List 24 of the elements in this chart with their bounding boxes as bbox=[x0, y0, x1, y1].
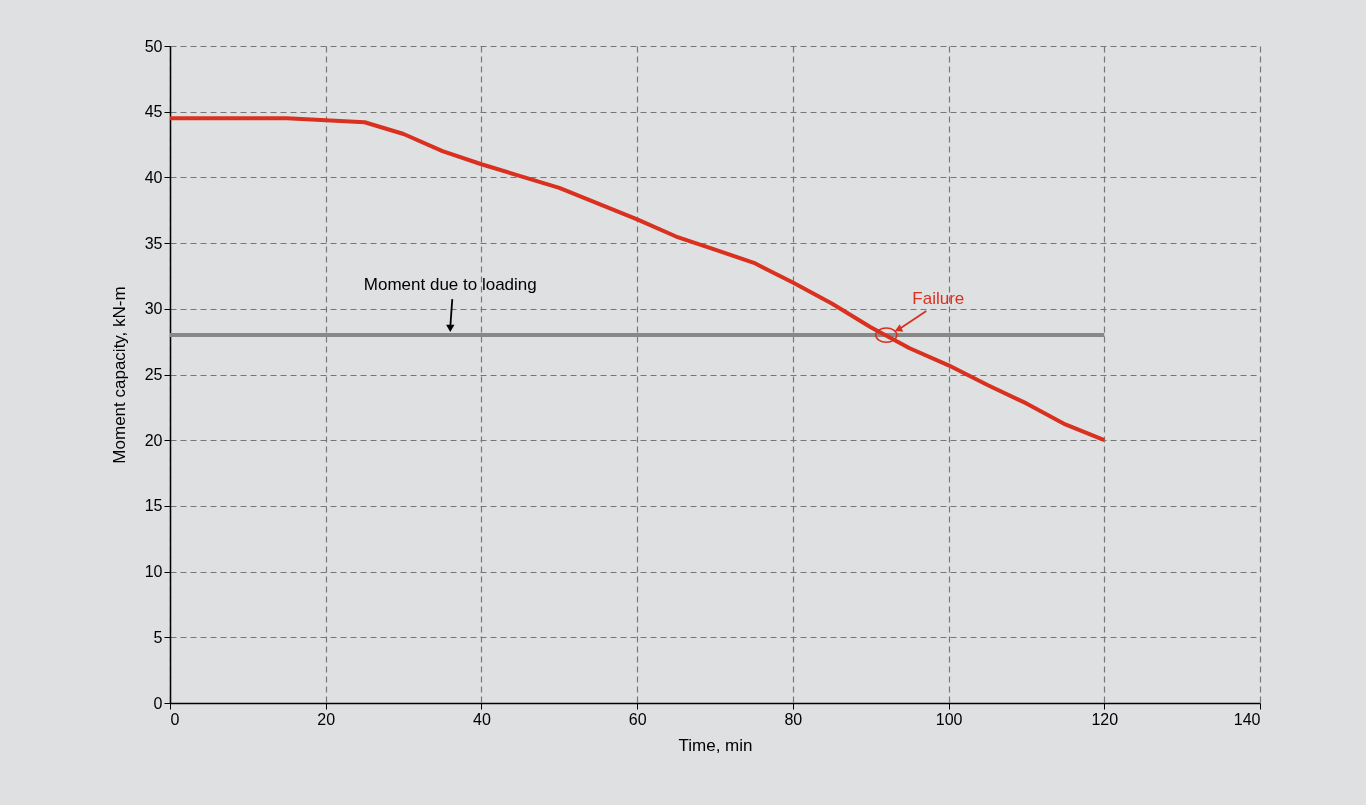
y-tick-label: 10 bbox=[144, 563, 163, 581]
x-tick-label: 100 bbox=[935, 710, 963, 728]
x-axis-title: Time, min bbox=[678, 735, 753, 755]
y-axis-title: Moment capacity, kN-m bbox=[109, 286, 129, 464]
y-tick-label: 20 bbox=[144, 431, 163, 449]
y-tick-label: 40 bbox=[144, 168, 163, 186]
x-tick-label: 120 bbox=[1091, 710, 1119, 728]
y-tick-label: 35 bbox=[144, 234, 163, 252]
x-tick-label: 40 bbox=[473, 710, 491, 728]
line-series bbox=[170, 116, 1107, 443]
y-tick-label: 45 bbox=[144, 103, 163, 121]
y-tick-label: 5 bbox=[153, 628, 163, 646]
y-tick-label: 50 bbox=[144, 37, 163, 55]
y-tick-label: 25 bbox=[144, 366, 163, 383]
x-tick-label: 60 bbox=[628, 710, 647, 728]
y-tick-label: 15 bbox=[144, 497, 163, 515]
annotation: Failure bbox=[912, 289, 965, 309]
x-tick-label: 0 bbox=[170, 710, 180, 728]
y-tick-label: 30 bbox=[144, 300, 163, 318]
x-tick-label: 140 bbox=[1233, 710, 1261, 728]
x-tick-label: 20 bbox=[317, 710, 336, 728]
x-tick-label: 80 bbox=[784, 710, 803, 728]
annotation: Moment due to loading bbox=[363, 275, 537, 295]
y-tick-label: 0 bbox=[153, 694, 163, 712]
